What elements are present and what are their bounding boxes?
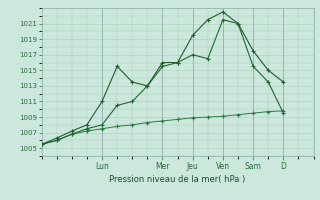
X-axis label: Pression niveau de la mer( hPa ): Pression niveau de la mer( hPa ) [109, 175, 246, 184]
